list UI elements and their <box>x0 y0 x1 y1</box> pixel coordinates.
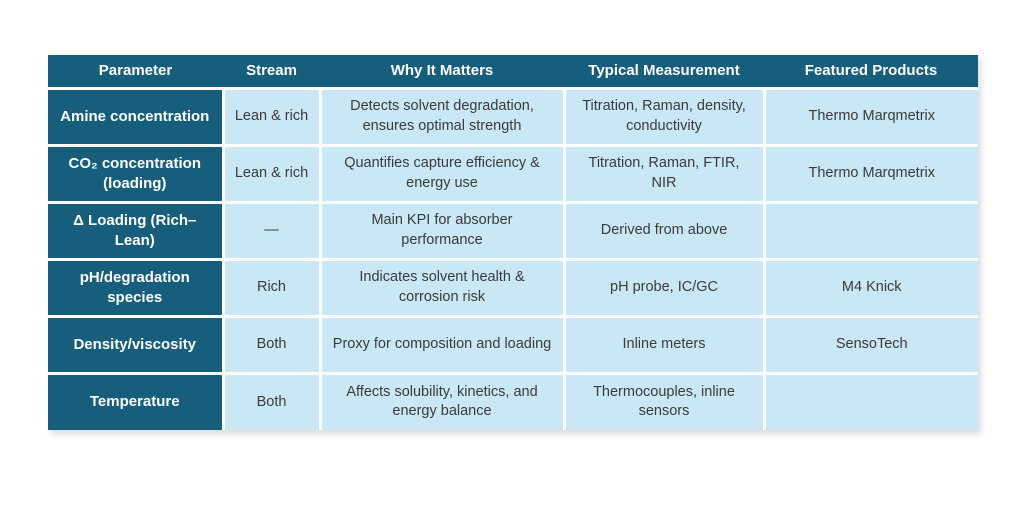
cell-why-it-matters: Main KPI for absorber performance <box>318 200 566 261</box>
cell-why-it-matters: Proxy for composition and loading <box>318 314 566 375</box>
cell-parameter: Δ Loading (Rich–Lean) <box>48 200 225 261</box>
table-header: Parameter Stream Why It Matters Typical … <box>48 55 978 90</box>
cell-parameter: Density/viscosity <box>48 314 225 375</box>
table-row: CO₂ concentration (loading) Lean & rich … <box>48 143 978 204</box>
cell-typical-measurement: Derived from above <box>562 200 766 261</box>
table-body: Amine concentration Lean & rich Detects … <box>48 86 978 430</box>
cell-stream: Rich <box>221 257 322 318</box>
cell-why-it-matters: Detects solvent degradation, ensures opt… <box>318 86 566 147</box>
measurement-table: Parameter Stream Why It Matters Typical … <box>48 55 978 430</box>
column-header-featured-products: Featured Products <box>764 55 978 90</box>
cell-typical-measurement: Inline meters <box>562 314 766 375</box>
table-row: Temperature Both Affects solubility, kin… <box>48 371 978 430</box>
cell-typical-measurement: Titration, Raman, density, conductivity <box>562 86 766 147</box>
cell-featured-products: Thermo Marqmetrix <box>762 86 978 147</box>
cell-typical-measurement: Thermocouples, inline sensors <box>562 371 766 430</box>
cell-parameter: pH/degradation species <box>48 257 225 318</box>
cell-stream: Lean & rich <box>221 143 322 204</box>
cell-featured-products: Thermo Marqmetrix <box>762 143 978 204</box>
column-header-parameter: Parameter <box>48 55 223 90</box>
table-row: pH/degradation species Rich Indicates so… <box>48 257 978 318</box>
cell-typical-measurement: Titration, Raman, FTIR, NIR <box>562 143 766 204</box>
table-row: Amine concentration Lean & rich Detects … <box>48 86 978 147</box>
cell-parameter: Temperature <box>48 371 225 430</box>
column-header-stream: Stream <box>223 55 320 90</box>
cell-typical-measurement: pH probe, IC/GC <box>562 257 766 318</box>
column-header-typical-measurement: Typical Measurement <box>564 55 764 90</box>
cell-featured-products <box>762 200 978 261</box>
cell-featured-products: M4 Knick <box>762 257 978 318</box>
cell-stream: Both <box>221 314 322 375</box>
cell-stream: Lean & rich <box>221 86 322 147</box>
cell-why-it-matters: Quantifies capture efficiency & energy u… <box>318 143 566 204</box>
measurement-table-container: Parameter Stream Why It Matters Typical … <box>48 55 978 430</box>
cell-parameter: CO₂ concentration (loading) <box>48 143 225 204</box>
table-row: Δ Loading (Rich–Lean) — Main KPI for abs… <box>48 200 978 261</box>
cell-stream: — <box>221 200 322 261</box>
cell-parameter: Amine concentration <box>48 86 225 147</box>
column-header-why-it-matters: Why It Matters <box>320 55 564 90</box>
cell-featured-products: SensoTech <box>762 314 978 375</box>
cell-featured-products <box>762 371 978 430</box>
cell-why-it-matters: Indicates solvent health & corrosion ris… <box>318 257 566 318</box>
table-row: Density/viscosity Both Proxy for composi… <box>48 314 978 375</box>
cell-stream: Both <box>221 371 322 430</box>
header-row: Parameter Stream Why It Matters Typical … <box>48 55 978 90</box>
cell-why-it-matters: Affects solubility, kinetics, and energy… <box>318 371 566 430</box>
